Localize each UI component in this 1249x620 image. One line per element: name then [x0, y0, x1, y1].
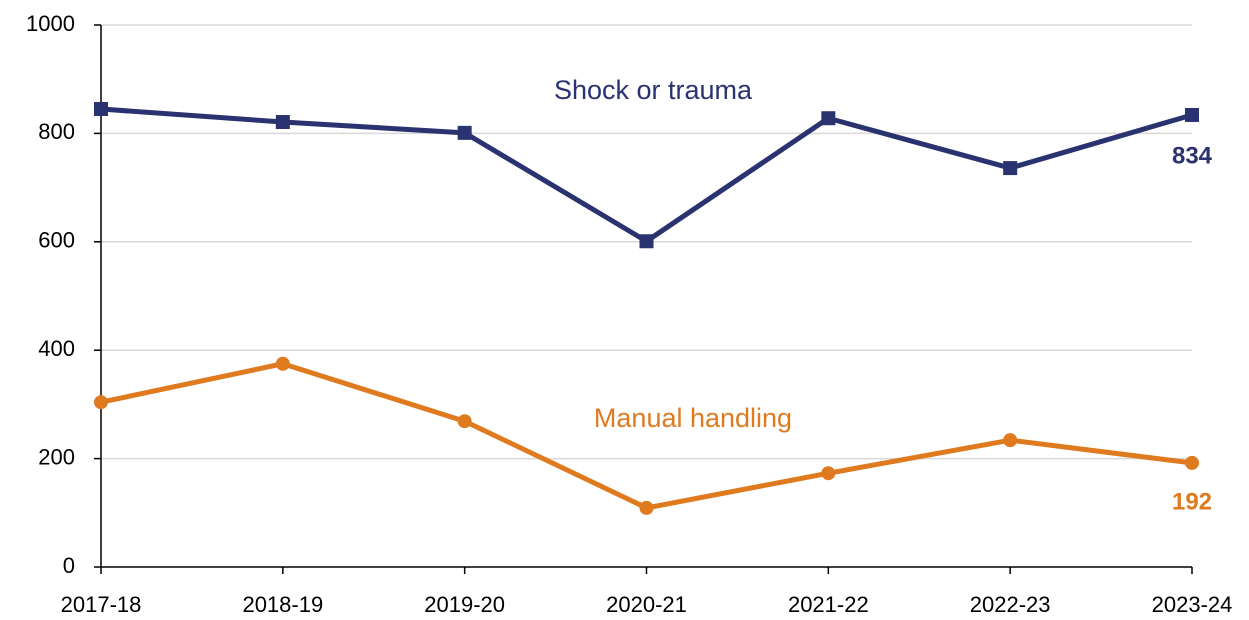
y-tick-label: 800	[38, 119, 75, 144]
x-tick-label: 2022-23	[970, 592, 1051, 617]
marker	[275, 356, 290, 371]
x-tick-label: 2018-19	[242, 592, 323, 617]
data-label: 192	[1172, 488, 1212, 515]
marker	[94, 395, 108, 410]
x-tick-label: 2020-21	[606, 592, 687, 617]
y-tick-label: 0	[63, 553, 75, 578]
y-tick-label: 200	[38, 444, 75, 469]
marker	[821, 466, 836, 481]
marker	[94, 102, 108, 117]
marker	[1185, 107, 1199, 122]
y-tick-label: 1000	[26, 11, 75, 36]
marker	[275, 115, 290, 130]
y-tick-label: 600	[38, 228, 75, 253]
marker	[1003, 433, 1018, 448]
series-label: Shock or trauma	[554, 75, 753, 105]
series-line	[100, 106, 1193, 244]
x-tick-label: 2021-22	[788, 592, 869, 617]
marker	[639, 234, 654, 249]
x-tick-label: 2023-24	[1152, 592, 1233, 617]
marker	[821, 111, 836, 126]
x-tick-label: 2019-20	[424, 592, 505, 617]
marker	[639, 500, 654, 515]
data-label: 834	[1172, 142, 1213, 169]
series-line	[100, 361, 1193, 511]
marker	[457, 414, 472, 429]
marker	[1003, 161, 1018, 176]
x-tick-label: 2017-18	[61, 592, 142, 617]
marker	[457, 125, 472, 140]
series-label: Manual handling	[594, 403, 792, 433]
y-tick-label: 400	[38, 336, 75, 361]
marker	[1185, 455, 1199, 470]
